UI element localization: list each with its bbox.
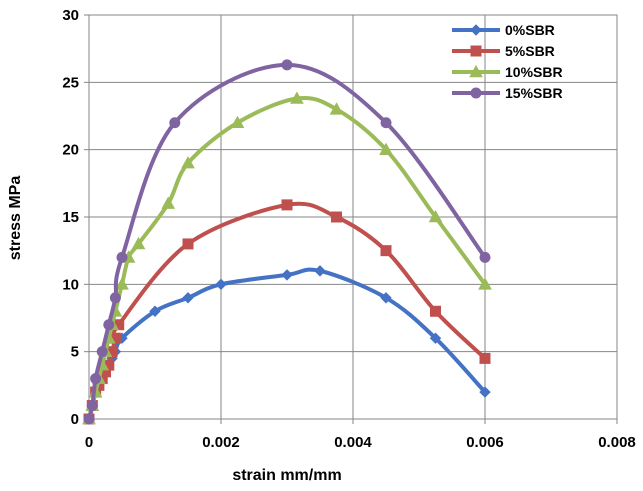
y-axis-title: stress MPa [7, 176, 24, 261]
data-point-15pct-sbr [479, 251, 491, 263]
series-15pct-sbr [83, 59, 491, 425]
legend-label-0pct-sbr: 0%SBR [505, 22, 555, 38]
tick-labels: 0 5 10 15 20 25 30 0 0.002 0.004 0.006 0.008 [62, 7, 635, 451]
series-layer [82, 59, 492, 425]
series-line-5pct-sbr [87, 201, 487, 421]
y-tick-label: 15 [62, 209, 79, 226]
series-line-10pct-sbr [87, 95, 487, 421]
data-point-15pct-sbr [109, 292, 121, 304]
data-point-15pct-sbr [103, 319, 115, 331]
data-point-15pct-sbr [380, 117, 392, 129]
data-point-10pct-sbr [329, 102, 344, 115]
x-tick-label: 0.006 [466, 434, 504, 451]
data-point-10pct-sbr [478, 277, 492, 290]
data-point-10pct-sbr [290, 91, 304, 104]
legend-marker-0pct-sbr [470, 24, 482, 36]
data-point-0pct-sbr [380, 292, 392, 304]
x-axis-title: strain mm/mm [232, 467, 341, 484]
data-point-15pct-sbr [169, 117, 181, 129]
x-tick-label: 0.004 [334, 434, 372, 451]
data-point-0pct-sbr [182, 292, 194, 304]
x-tick-label: 0.008 [598, 434, 636, 451]
legend-item-15pct-sbr: 15%SBR [452, 85, 563, 101]
y-tick-label: 20 [62, 142, 79, 159]
legend-label-5pct-sbr: 5%SBR [505, 43, 555, 59]
legend-marker-5pct-sbr [470, 45, 482, 57]
data-point-5pct-sbr [331, 211, 342, 223]
legend-label-15pct-sbr: 15%SBR [505, 85, 563, 101]
y-tick-label: 30 [62, 7, 79, 24]
data-point-0pct-sbr [281, 269, 293, 281]
data-point-15pct-sbr [96, 346, 108, 358]
legend-label-10pct-sbr: 10%SBR [505, 64, 563, 80]
data-point-10pct-sbr [131, 236, 146, 250]
data-point-10pct-sbr [428, 209, 443, 223]
data-point-5pct-sbr [479, 352, 491, 364]
series-line-0pct-sbr [87, 267, 487, 421]
x-tick-label: 0 [85, 434, 93, 451]
series-10pct-sbr [82, 91, 492, 425]
data-point-10pct-sbr [379, 142, 393, 155]
legend-item-10pct-sbr: 10%SBR [452, 64, 563, 80]
data-point-5pct-sbr [430, 305, 441, 317]
legend-item-5pct-sbr: 5%SBR [452, 43, 555, 59]
data-point-15pct-sbr [90, 373, 102, 385]
data-point-10pct-sbr [115, 277, 129, 290]
data-point-15pct-sbr [86, 400, 98, 412]
y-tick-label: 5 [71, 344, 79, 361]
data-point-0pct-sbr [429, 332, 442, 344]
data-point-15pct-sbr [83, 413, 95, 425]
x-tick-label: 0.002 [202, 434, 240, 451]
data-point-10pct-sbr [161, 196, 176, 209]
y-tick-label: 10 [62, 276, 79, 293]
legend: 0%SBR 5%SBR 10%SBR 15%SBR [452, 22, 563, 101]
data-point-5pct-sbr [281, 199, 293, 211]
legend-item-0pct-sbr: 0%SBR [452, 22, 555, 38]
data-point-0pct-sbr [149, 305, 161, 317]
data-point-0pct-sbr [314, 265, 326, 277]
series-line-15pct-sbr [87, 62, 487, 421]
data-point-15pct-sbr [281, 59, 293, 71]
data-point-5pct-sbr [182, 238, 194, 250]
legend-marker-15pct-sbr [470, 87, 482, 99]
data-point-10pct-sbr [230, 115, 245, 129]
y-tick-label: 25 [62, 74, 79, 91]
y-tick-label: 0 [71, 411, 79, 428]
data-point-0pct-sbr [215, 278, 227, 291]
data-point-15pct-sbr [116, 251, 128, 263]
data-point-5pct-sbr [380, 245, 392, 257]
data-point-0pct-sbr [479, 386, 491, 398]
data-point-10pct-sbr [181, 156, 195, 169]
legend-marker-10pct-sbr [469, 64, 483, 78]
